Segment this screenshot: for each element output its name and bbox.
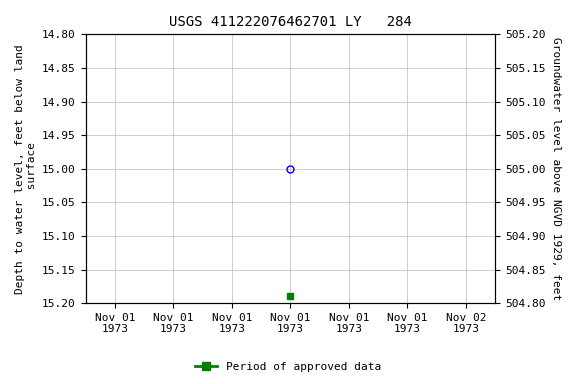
Title: USGS 411222076462701 LY   284: USGS 411222076462701 LY 284 <box>169 15 412 29</box>
Y-axis label: Depth to water level, feet below land
 surface: Depth to water level, feet below land su… <box>15 44 37 294</box>
Legend: Period of approved data: Period of approved data <box>191 358 385 377</box>
Y-axis label: Groundwater level above NGVD 1929, feet: Groundwater level above NGVD 1929, feet <box>551 37 561 300</box>
